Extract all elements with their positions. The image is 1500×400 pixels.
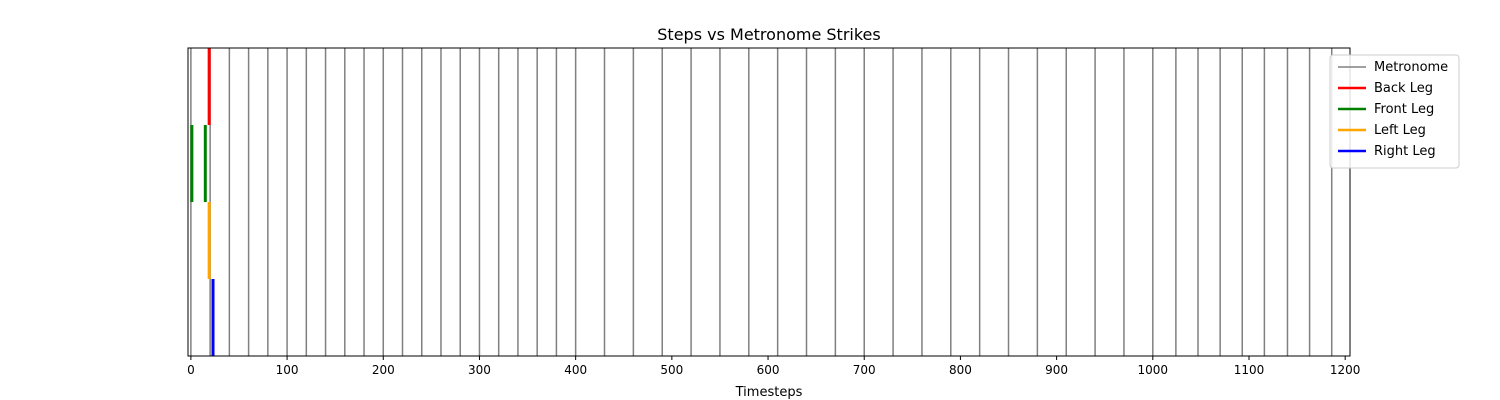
- x-tick-label-7: 700: [853, 363, 876, 377]
- chart-title: Steps vs Metronome Strikes: [657, 25, 880, 44]
- legend-label-0: Metronome: [1374, 60, 1448, 75]
- x-tick-label-0: 0: [187, 363, 195, 377]
- x-tick-label-9: 900: [1045, 363, 1068, 377]
- x-tick-label-3: 300: [468, 363, 491, 377]
- x-tick-label-1: 100: [276, 363, 299, 377]
- legend-label-1: Back Leg: [1374, 81, 1433, 96]
- legend-label-2: Front Leg: [1374, 102, 1434, 117]
- x-tick-label-4: 400: [564, 363, 587, 377]
- legend-label-4: Right Leg: [1374, 144, 1436, 159]
- x-tick-label-8: 800: [949, 363, 972, 377]
- metronome-lines: [190, 48, 1333, 356]
- x-tick-label-6: 600: [757, 363, 780, 377]
- x-tick-label-12: 1200: [1330, 363, 1361, 377]
- x-tick-label-11: 1100: [1234, 363, 1265, 377]
- legend-box: [1329, 54, 1460, 169]
- x-axis-label: Timesteps: [735, 385, 803, 400]
- legend: Metronome Back Leg Front Leg Left Leg Right …: [1329, 54, 1460, 169]
- x-tick-label-2: 200: [372, 363, 395, 377]
- legend-label-3: Left Leg: [1374, 123, 1426, 138]
- plot-frame: [187, 47, 1351, 357]
- x-tick-label-5: 500: [660, 363, 683, 377]
- x-tick-label-10: 1000: [1138, 363, 1169, 377]
- x-axis: 0 100 200 300 400 500 600 700 800 900 1000 1100 1200: [187, 356, 1360, 377]
- leg-step-lines: [190, 48, 215, 356]
